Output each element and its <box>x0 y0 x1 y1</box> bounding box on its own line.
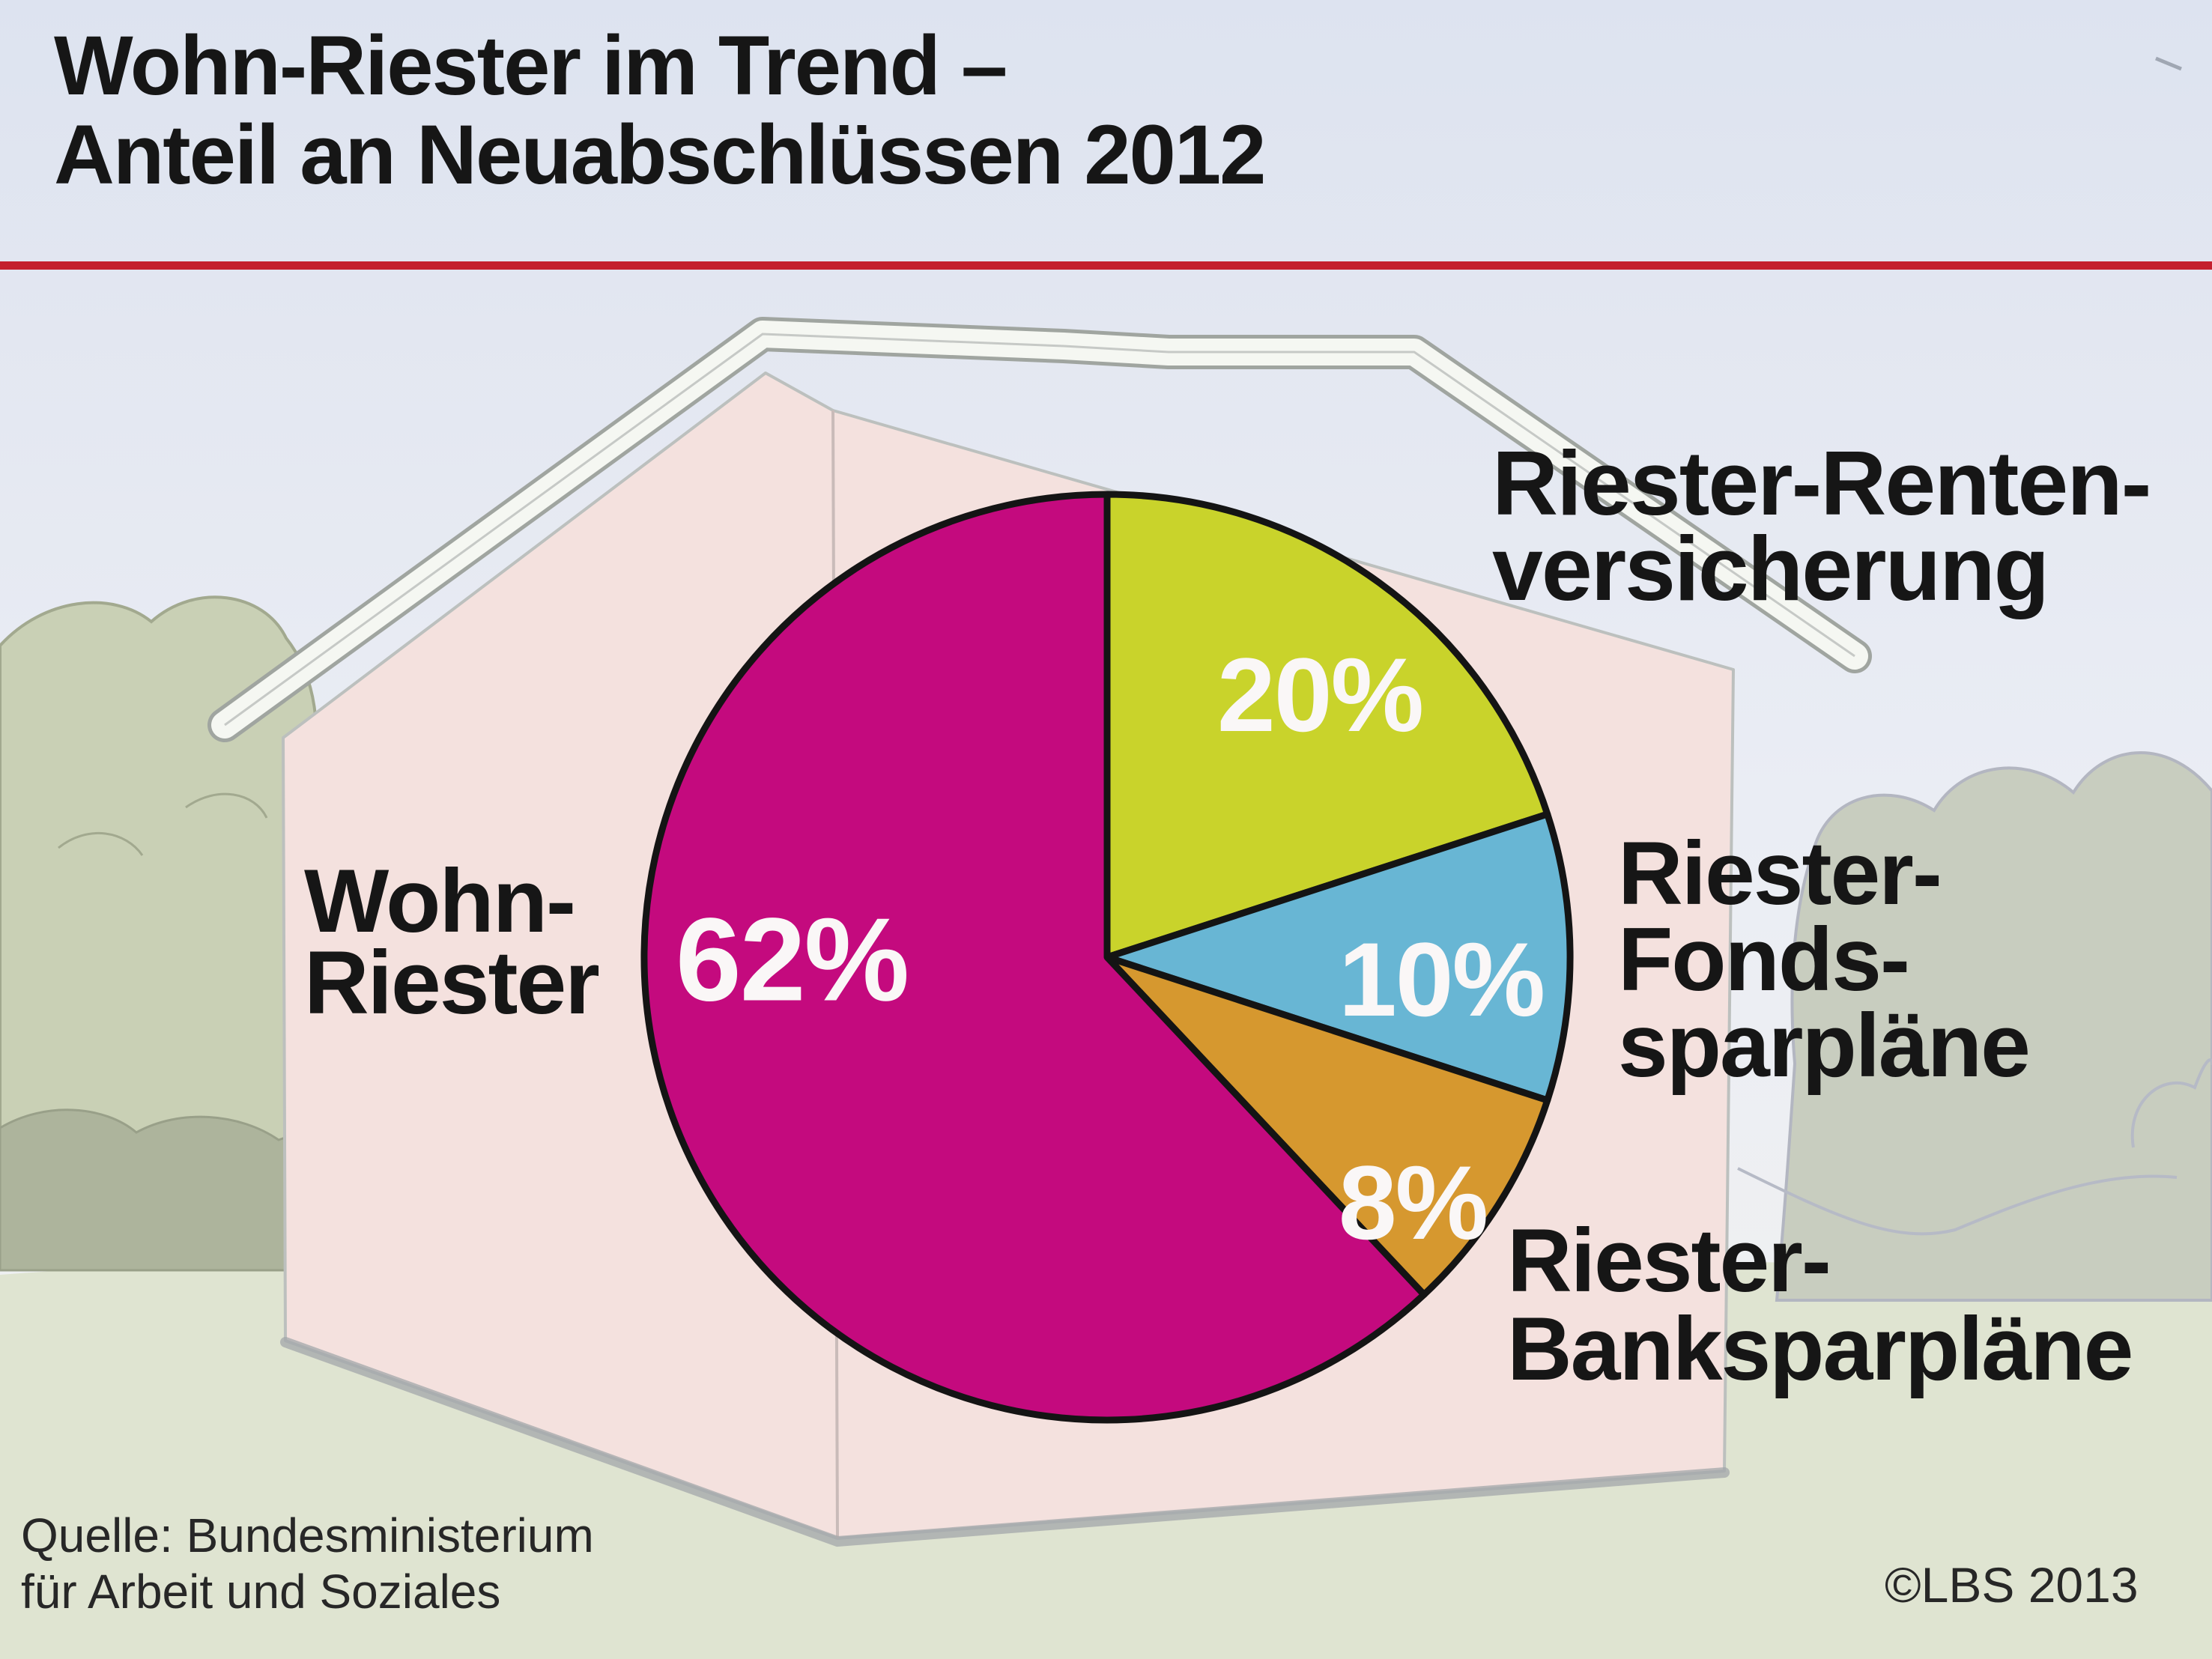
label-renten-line2: versicherung <box>1492 518 2049 619</box>
source-note: Quelle: Bundesministerium für Arbeit und … <box>21 1508 594 1620</box>
source-line1: Quelle: Bundesministerium <box>21 1508 594 1562</box>
label-riester-rentenversicherung: Riester-Renten-versicherung <box>1492 437 2151 614</box>
label-riester-banksparplaene: Riester- Banksparpläne <box>1507 1216 2133 1394</box>
label-fonds-line1: Riester- <box>1618 823 1942 923</box>
house-base-shadow <box>280 1337 1730 1547</box>
label-wohn-riester-line1: Wohn- <box>304 851 576 951</box>
red-divider <box>0 261 2212 270</box>
decorative-mark <box>2155 56 2182 71</box>
copyright-note: ©LBS 2013 <box>1885 1557 2139 1613</box>
pie-value-wohn-riester: 62% <box>675 894 909 1026</box>
bush-outline-detail <box>58 792 268 856</box>
pie-slice-riester-rentenversicherung <box>1103 491 1551 961</box>
page-title-line1: Wohn-Riester im Trend – <box>54 19 1007 112</box>
pie-slice-riester-fondssparplaene <box>1103 810 1574 1104</box>
label-fonds-line3: sparpläne <box>1618 995 2031 1096</box>
page-title: Wohn-Riester im Trend – Anteil an Neuabsc… <box>54 19 1266 201</box>
label-bank-line1: Riester- <box>1507 1210 1831 1311</box>
bush-outline-detail <box>1737 1167 2178 1236</box>
right-bushes <box>1775 751 2212 1302</box>
page-title-line2: Anteil an Neuabschlüssen 2012 <box>54 108 1266 201</box>
label-wohn-riester-line2: Riester <box>304 932 600 1033</box>
pie-chart <box>640 491 1574 1424</box>
pie-value-riester-banksparplaene: 8% <box>1338 1144 1488 1261</box>
source-line2: für Arbeit und Soziales <box>21 1565 501 1619</box>
label-bank-line2: Banksparpläne <box>1507 1299 2133 1399</box>
label-fonds-line2: Fonds- <box>1618 909 1910 1010</box>
bush-outline-detail <box>2130 1058 2212 1148</box>
pie-slice-wohn-riester <box>640 491 1428 1424</box>
roof <box>207 317 1872 742</box>
pie-value-riester-rentenversicherung: 20% <box>1216 636 1424 753</box>
label-riester-fondssparplaene: Riester- Fonds-sparpläne <box>1618 828 2031 1091</box>
pie-slice-riester-banksparplaene <box>1103 953 1551 1298</box>
label-wohn-riester: Wohn- Riester <box>304 856 600 1028</box>
pie-value-riester-fondssparplaene: 10% <box>1338 921 1545 1038</box>
label-renten-line1: Riester-Renten- <box>1492 432 2151 534</box>
